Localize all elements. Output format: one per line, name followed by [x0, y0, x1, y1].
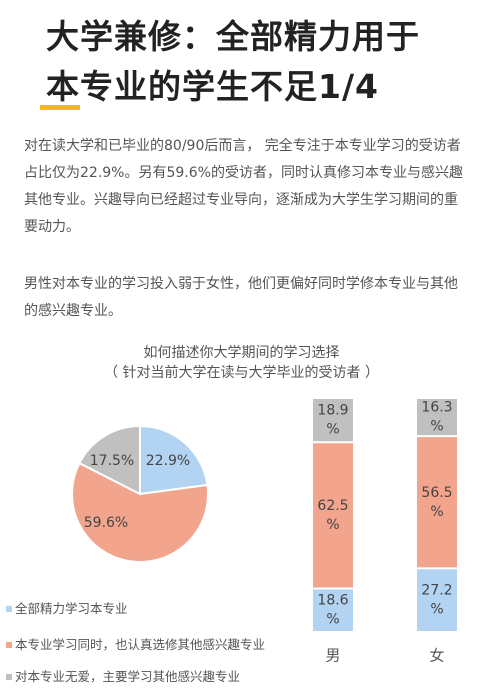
bar-2-segment-2	[417, 437, 457, 568]
legend-swatch-2	[6, 641, 12, 648]
legend-item-1: 全部精力学习本专业	[6, 601, 128, 617]
title-accent-bar	[40, 105, 80, 110]
bar-2-label-2-line-2: %	[430, 504, 443, 520]
bar-2-label-3-line-1: 16.3	[421, 400, 452, 416]
legend-label-1: 全部精力学习本专业	[15, 601, 128, 616]
page-title: 大学兼修：全部精力用于 本专业的学生不足1/4	[46, 12, 420, 112]
bar-2-label-1-line-2: %	[430, 602, 443, 618]
bar-2-segment-3	[417, 399, 457, 436]
bar-2-segment-1	[417, 569, 457, 631]
pie-slice-3	[78, 424, 141, 496]
pie-label-2: 59.6%	[84, 515, 128, 531]
legend-swatch-1	[6, 605, 12, 612]
bar-1-label-3-line-1: 18.9	[317, 403, 348, 419]
bar-1-label-3-line-2: %	[326, 422, 339, 438]
bar-category-2: 女	[429, 647, 444, 665]
bar-1-label-1-line-2: %	[326, 612, 339, 628]
bar-2-label-2-line-1: 56.5	[421, 485, 452, 501]
pie-label-3: 17.5%	[90, 453, 134, 469]
pie-slice-1	[139, 424, 209, 496]
bar-1-segment-2	[313, 443, 353, 588]
legend-label-2: 本专业学习同时，也认真选修其他感兴趣专业	[15, 637, 266, 652]
chart-subtitle: （ 针对当前大学在读与大学毕业的受访者 ）	[104, 365, 379, 381]
pie-label-1: 22.9%	[146, 453, 190, 469]
title-line-2: 本专业的学生不足1/4	[46, 67, 379, 106]
bar-1-segment-1	[313, 589, 353, 631]
bar-1-label-2-line-1: 62.5	[317, 498, 348, 514]
bar-2-label-3-line-2: %	[430, 419, 443, 435]
legend-swatch-3	[6, 673, 12, 680]
bar-1-label-2-line-2: %	[326, 517, 339, 533]
legend-item-2: 本专业学习同时，也认真选修其他感兴趣专业	[6, 637, 265, 653]
paragraph-2: 男性对本专业的学习投入弱于女性，他们更偏好同时学修本专业与其他的感兴趣专业。	[24, 276, 458, 319]
bar-1-label-1-line-1: 18.6	[317, 593, 348, 609]
chart-title: 如何描述你大学期间的学习选择	[143, 345, 340, 361]
title-line-1: 大学兼修：全部精力用于	[46, 17, 420, 56]
legend-label-3: 对本专业无爱，主要学习其他感兴趣专业	[15, 669, 241, 684]
bar-category-1: 男	[325, 647, 340, 665]
pie-slice-2	[71, 461, 209, 563]
paragraph-1: 对在读大学和已毕业的80/90后而言， 完全专注于本专业学习的受访者占比仅为22…	[24, 138, 463, 235]
bar-1-segment-3	[313, 399, 353, 442]
legend-item-3: 对本专业无爱，主要学习其他感兴趣专业	[6, 669, 240, 685]
bar-2-label-1-line-1: 27.2	[421, 583, 452, 599]
